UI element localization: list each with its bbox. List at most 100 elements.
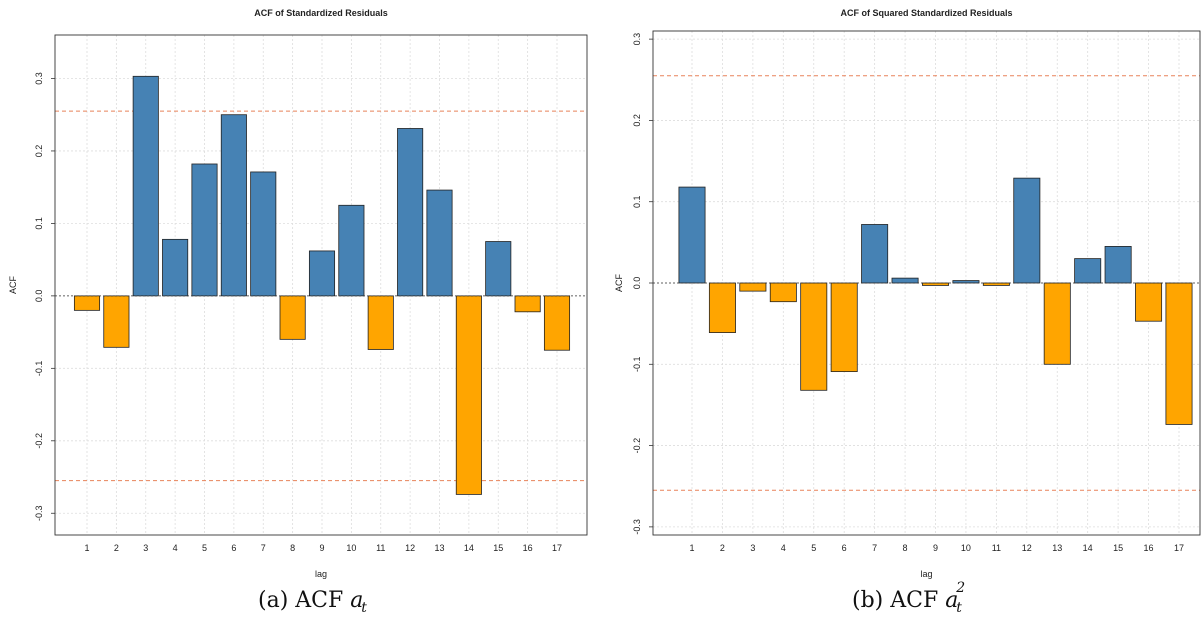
chart-a-bar bbox=[220, 114, 247, 297]
chart-a-xtick-label: 16 bbox=[523, 543, 533, 553]
chart-b-bar bbox=[1135, 282, 1163, 322]
chart-b-bar bbox=[891, 277, 919, 284]
chart-b-bar bbox=[1165, 282, 1193, 425]
chart-b-bar bbox=[1104, 246, 1132, 284]
chart-b-ytick-label: 0.2 bbox=[632, 114, 642, 127]
chart-a-bar bbox=[162, 238, 189, 297]
chart-b-bar bbox=[1013, 177, 1041, 284]
chart-b-bar bbox=[769, 282, 797, 303]
chart-acf-standardized-residuals: ACF of Standardized Residuals -0.3 -0.2 -0.… bbox=[8, 8, 588, 579]
chart-b-xlabel: lag bbox=[920, 569, 932, 579]
chart-a-plot-frame bbox=[54, 34, 588, 536]
chart-b-ytick-label: -0.2 bbox=[632, 438, 642, 454]
chart-a-bar bbox=[132, 75, 159, 297]
chart-b-xtick-label: 2 bbox=[720, 543, 725, 553]
chart-b-xtick-label: 6 bbox=[842, 543, 847, 553]
chart-a-xtick-label: 17 bbox=[552, 543, 562, 553]
chart-b-ylabel: ACF bbox=[614, 273, 624, 292]
chart-a-xtick-label: 9 bbox=[319, 543, 324, 553]
chart-b-bar bbox=[1074, 258, 1102, 284]
chart-a-xtick-label: 5 bbox=[202, 543, 207, 553]
chart-b-xtick-label: 15 bbox=[1113, 543, 1123, 553]
chart-b-xtick-label: 5 bbox=[811, 543, 816, 553]
chart-b-xtick-label: 14 bbox=[1083, 543, 1093, 553]
caption-a-label: (a) ACF bbox=[258, 588, 344, 613]
chart-a-title: ACF of Standardized Residuals bbox=[254, 8, 388, 18]
chart-a-xtick-label: 10 bbox=[346, 543, 356, 553]
chart-a-bar bbox=[426, 189, 453, 297]
chart-a-bar bbox=[103, 295, 130, 348]
caption-a-var: a bbox=[350, 588, 364, 613]
chart-b-bar bbox=[678, 186, 706, 284]
chart-b-xtick-label: 16 bbox=[1144, 543, 1154, 553]
chart-a-ytick-label: 0.0 bbox=[34, 290, 44, 303]
chart-a-xlabel: lag bbox=[315, 569, 327, 579]
chart-b-xtick-label: 7 bbox=[872, 543, 877, 553]
chart-b-ytick-label: 0.0 bbox=[632, 277, 642, 290]
chart-a-bar bbox=[338, 204, 365, 297]
caption-b-sup: 2 bbox=[956, 580, 966, 596]
chart-a-xtick-label: 13 bbox=[434, 543, 444, 553]
chart-b-bar bbox=[1043, 282, 1071, 365]
chart-a-xtick-label: 3 bbox=[143, 543, 148, 553]
chart-b-ytick-label: -0.3 bbox=[632, 519, 642, 535]
chart-b-bar bbox=[982, 282, 1010, 286]
chart-a-ylabel: ACF bbox=[8, 275, 18, 294]
chart-b-xtick-label: 11 bbox=[992, 543, 1001, 553]
chart-a-ytick-label: -0.1 bbox=[34, 361, 44, 377]
chart-a-bar bbox=[543, 295, 571, 351]
chart-b-xtick-label: 13 bbox=[1052, 543, 1062, 553]
chart-a-bar bbox=[308, 250, 336, 297]
chart-b-xtick-label: 10 bbox=[961, 543, 971, 553]
chart-a-ytick-label: 0.3 bbox=[34, 72, 44, 85]
chart-a-bar bbox=[485, 241, 512, 297]
chart-a-ytick-label: -0.2 bbox=[34, 433, 44, 449]
chart-a-xtick-label: 4 bbox=[173, 543, 178, 553]
chart-b-bar bbox=[830, 282, 858, 373]
chart-a-bar bbox=[73, 295, 101, 311]
chart-b-bar bbox=[708, 282, 736, 333]
chart-a-xtick-label: 8 bbox=[290, 543, 295, 553]
chart-a-ytick-label: 0.1 bbox=[34, 217, 44, 230]
chart-b-bar bbox=[739, 282, 767, 292]
chart-b-title: ACF of Squared Standardized Residuals bbox=[840, 8, 1012, 18]
chart-b-bar bbox=[922, 282, 949, 286]
chart-a-bar bbox=[279, 295, 306, 340]
chart-a-bar bbox=[455, 295, 482, 495]
chart-b-xtick-label: 3 bbox=[750, 543, 755, 553]
chart-b-xtick-label: 8 bbox=[903, 543, 908, 553]
caption-b-label: (b) ACF bbox=[852, 588, 939, 613]
chart-b-bar bbox=[800, 282, 828, 391]
chart-a-bar bbox=[250, 171, 277, 297]
chart-a-xtick-label: 7 bbox=[261, 543, 266, 553]
chart-b-bar bbox=[861, 224, 889, 284]
caption-b-sub: t bbox=[956, 600, 962, 616]
chart-a-ytick-label: 0.2 bbox=[34, 145, 44, 158]
chart-b-xtick-label: 17 bbox=[1174, 543, 1184, 553]
chart-a-bar bbox=[514, 295, 541, 313]
chart-a-bar bbox=[191, 163, 218, 297]
chart-a-xtick-label: 2 bbox=[114, 543, 119, 553]
caption-a-sub: t bbox=[361, 600, 367, 616]
caption-b-var: a bbox=[945, 588, 959, 613]
chart-a-xtick-label: 11 bbox=[376, 543, 385, 553]
chart-a-bar bbox=[397, 128, 424, 297]
chart-b-xtick-label: 12 bbox=[1022, 543, 1032, 553]
chart-b-ytick-label: -0.1 bbox=[632, 357, 642, 373]
chart-b-ytick-label: 0.3 bbox=[632, 33, 642, 46]
chart-a-xtick-label: 1 bbox=[84, 543, 89, 553]
panel-acf-squared-residuals: ACF of Squared Standardized Residuals -0.… bbox=[602, 0, 1203, 637]
chart-a-xtick-label: 15 bbox=[493, 543, 503, 553]
chart-acf-squared-standardized-residuals: ACF of Squared Standardized Residuals -0.… bbox=[614, 8, 1201, 579]
chart-a-bar bbox=[367, 295, 394, 350]
chart-a-xtick-label: 6 bbox=[231, 543, 236, 553]
chart-b-xtick-label: 4 bbox=[781, 543, 786, 553]
chart-a-ytick-label: -0.3 bbox=[34, 506, 44, 522]
chart-a-xtick-label: 14 bbox=[464, 543, 474, 553]
chart-b-xtick-label: 9 bbox=[933, 543, 938, 553]
panel-acf-residuals: ACF of Standardized Residuals -0.3 -0.2 -0.… bbox=[0, 0, 601, 637]
chart-b-ytick-label: 0.1 bbox=[632, 195, 642, 208]
